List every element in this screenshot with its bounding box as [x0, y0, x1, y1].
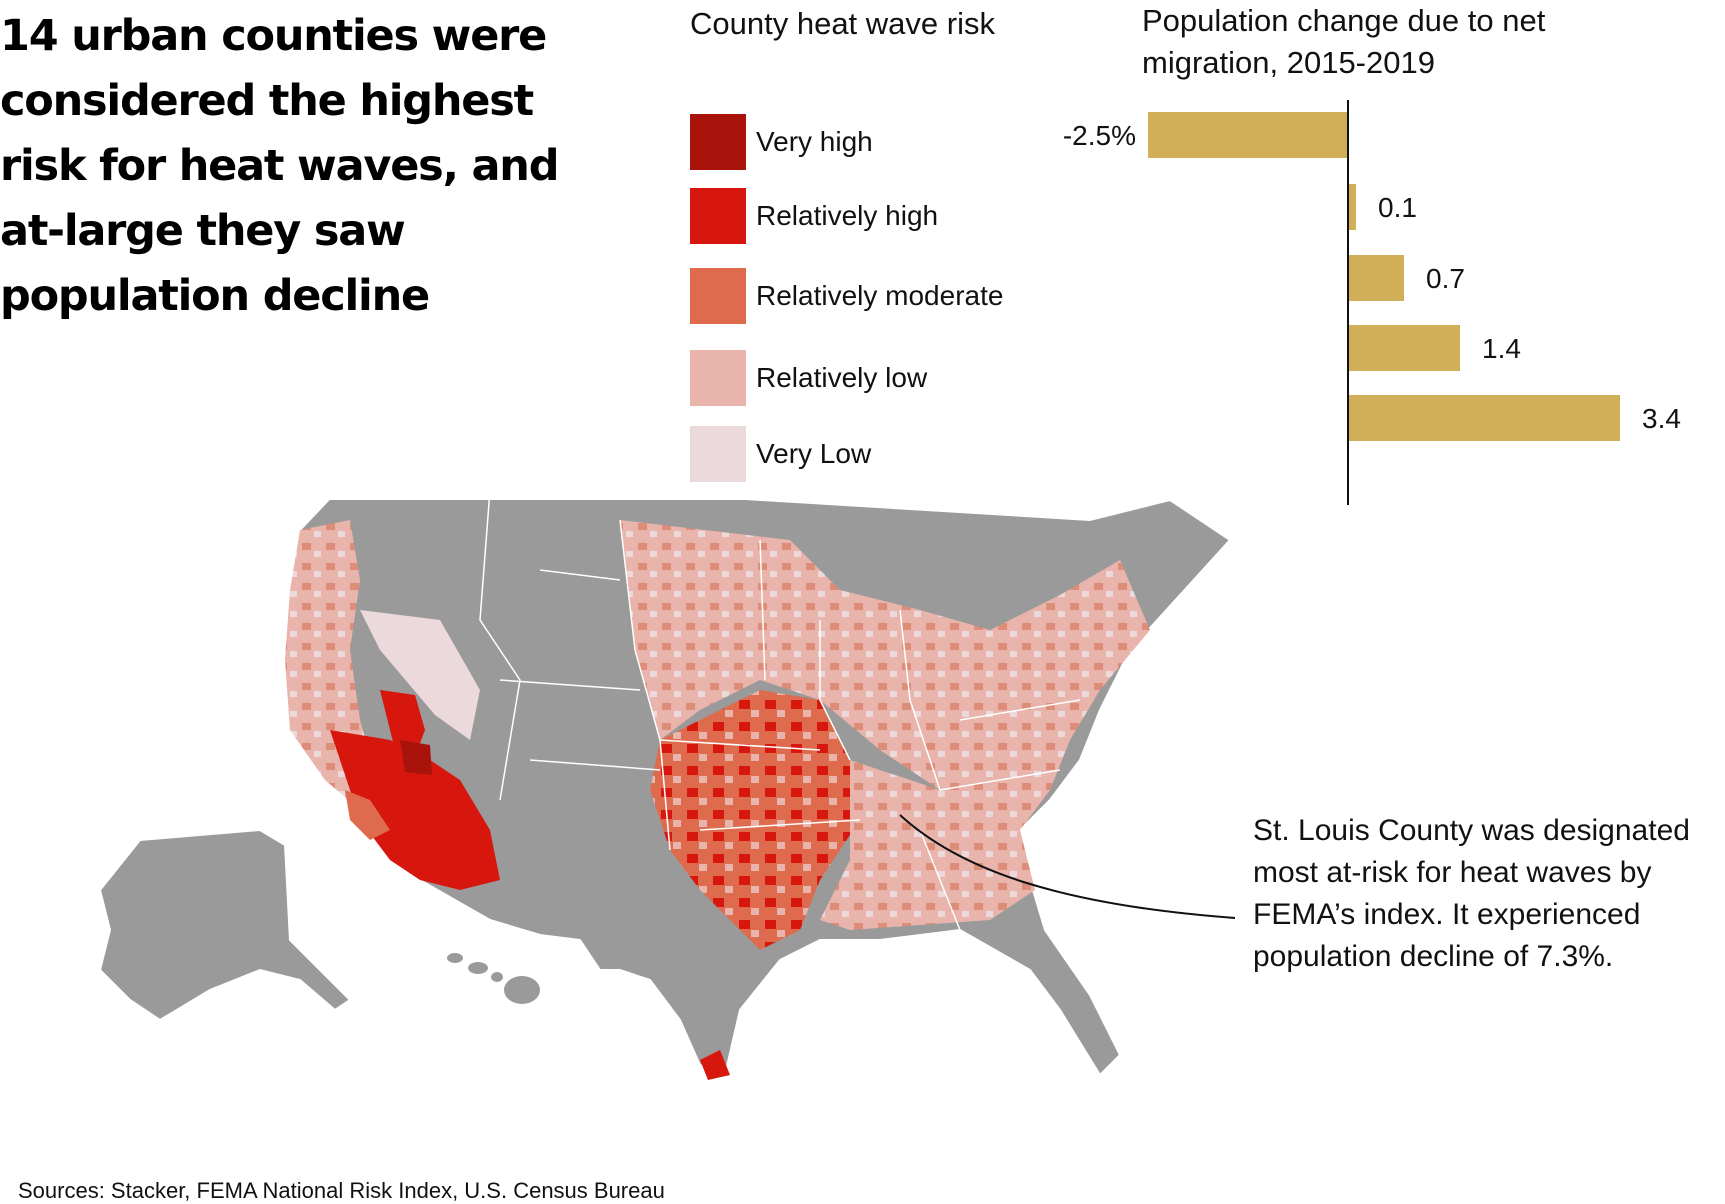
risk-region-south-central: [650, 690, 860, 950]
bar-relatively-high: [1348, 184, 1356, 230]
headline: 14 urban counties were considered the hi…: [0, 11, 559, 321]
legend-label-relatively-high: Relatively high: [756, 200, 939, 231]
legend-item-relatively-moderate: Relatively moderate: [690, 268, 1050, 324]
bar-label-relatively-low: 1.4: [1482, 333, 1521, 364]
bar-very-low: [1348, 395, 1620, 441]
state-borders: [479, 489, 1081, 931]
risk-region-texas-south: [700, 1050, 730, 1080]
legend-title: County heat wave risk: [690, 6, 995, 41]
bar-label-very-low: 3.4: [1642, 403, 1681, 434]
risk-region-plains-midwest: [620, 520, 1150, 830]
legend-swatch-relatively-low: [690, 350, 746, 406]
us-county-map: [60, 473, 1260, 1140]
risk-region-socal: [345, 790, 390, 840]
bar-chart: -2.5% 0.1 0.7 1.4 3.4: [1063, 100, 1681, 505]
legend-label-relatively-low: Relatively low: [756, 362, 928, 393]
hawaii: [447, 953, 540, 1004]
alaska: [98, 828, 352, 1022]
bar-label-relatively-high: 0.1: [1378, 192, 1417, 223]
sources-note: Sources: Stacker, FEMA National Risk Ind…: [18, 1178, 665, 1203]
legend-item-relatively-low: Relatively low: [690, 350, 1050, 406]
risk-region-southwest: [330, 730, 500, 890]
legend-label-very-high: Very high: [756, 126, 873, 157]
risk-region-very-high: [400, 740, 432, 775]
bar-very-high: [1148, 112, 1348, 158]
bar-chart-title: Population change due to net migration, …: [1142, 0, 1562, 84]
risk-region-great-basin: [360, 610, 480, 740]
legend-item-very-high: Very high: [690, 114, 1050, 170]
bar-relatively-low: [1348, 325, 1460, 371]
legend-label-relatively-moderate: Relatively moderate: [756, 280, 1004, 311]
map-svg: [98, 473, 1232, 1080]
legend-item-relatively-high: Relatively high: [690, 188, 1050, 244]
annotation-text: St. Louis County was designated most at-…: [1253, 814, 1690, 973]
bar-label-very-high: -2.5%: [1063, 120, 1136, 151]
legend-swatch-very-high: [690, 114, 746, 170]
legend-swatch-very-low: [690, 426, 746, 482]
legend-label-very-low: Very Low: [756, 438, 872, 469]
bar-label-relatively-moderate: 0.7: [1426, 263, 1465, 294]
bar-relatively-moderate: [1348, 255, 1404, 301]
bar-chart-title-text: Population change due to net migration, …: [1142, 3, 1546, 80]
legend-swatch-relatively-moderate: [690, 268, 746, 324]
legend-swatch-relatively-high: [690, 188, 746, 244]
legend-item-very-low: Very Low: [690, 426, 1050, 482]
